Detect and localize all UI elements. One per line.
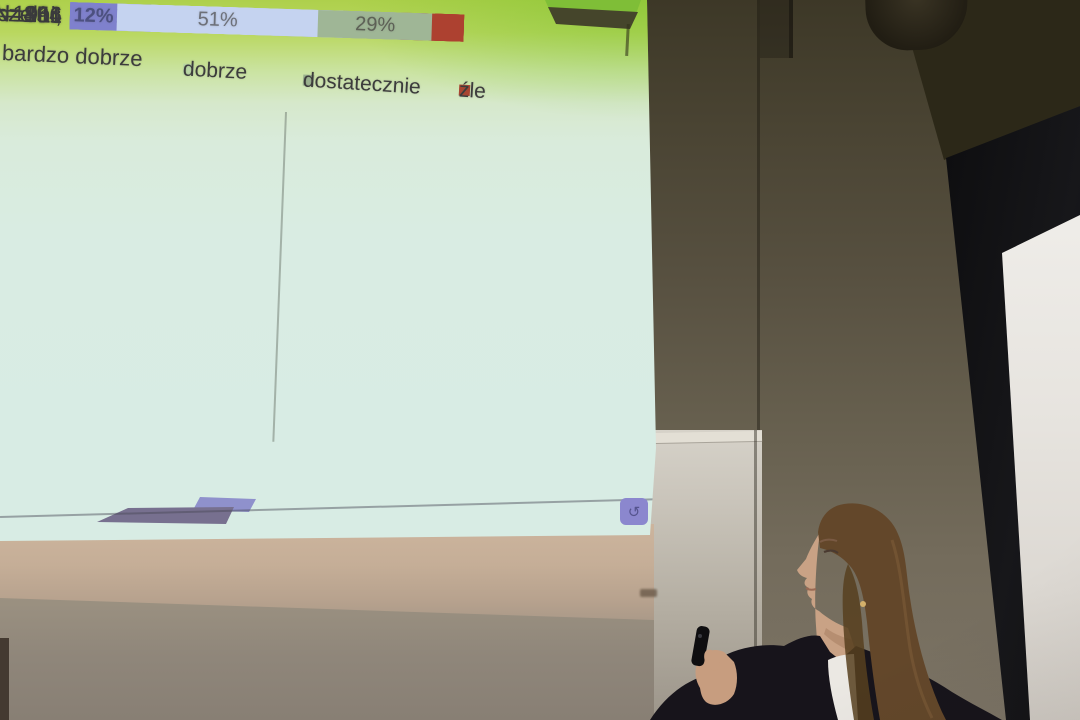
projected-slide: bardzo dobrze dobrze dostatecznie źle =1… (0, 0, 656, 541)
bar-segment-dostatecznie: 29% (317, 10, 433, 41)
presenter-lips (805, 587, 817, 591)
legend-label: dobrze (182, 57, 248, 84)
presenter-eye (823, 549, 839, 554)
presenter-hair-strand (842, 564, 874, 720)
wall-panel-seam (757, 0, 760, 434)
segment-value: 51% (197, 8, 239, 32)
presenter-thumb (704, 649, 720, 671)
screen-brand-mark (640, 589, 657, 597)
legend-label: źle (458, 78, 487, 103)
slide-deco-olive (548, 7, 638, 29)
legend-label: dostatecznie (302, 68, 422, 99)
slide-deco-tail (625, 23, 630, 57)
dark-corner-strip (0, 638, 9, 720)
legend-label: bardzo dobrze (1, 40, 144, 72)
presenter-hair-highlight (890, 539, 934, 719)
bar-segment-dobrze: 51% (116, 3, 319, 37)
desk-band (0, 598, 654, 720)
segment-value: 29% (354, 13, 396, 37)
chart-gridline (272, 111, 287, 442)
legend-item-zle: źle (458, 78, 486, 103)
bar-row-n454: N=454 12% 51% 29% (0, 0, 465, 42)
segment-value: 12% (73, 4, 114, 28)
presenter-eyebrow (819, 538, 838, 543)
slide-nav-button: ↺ (620, 498, 648, 525)
slide-nav-icon: ↺ (627, 503, 641, 521)
legend-item-dostatecznie: dostatecznie (302, 68, 421, 98)
whiteboard-right-edge (754, 430, 757, 720)
slide-deco-purple-dark (97, 507, 234, 524)
row-label: N=454 (0, 0, 63, 28)
presenter-photo (650, 503, 1002, 720)
bar-segment-zle (431, 13, 465, 42)
presenter-hand (695, 650, 737, 705)
wall-panel-seam (789, 0, 793, 58)
bar-segment-bardzo-dobrze: 12% (69, 2, 118, 31)
stacked-bar: 12% 51% 29% (69, 2, 465, 42)
screen-bottom-seam (0, 498, 656, 518)
presenter-earring (860, 601, 866, 607)
clicker-button (698, 634, 702, 638)
legend-item-dobrze: dobrze (182, 57, 247, 83)
wall-pilaster (760, 0, 793, 58)
